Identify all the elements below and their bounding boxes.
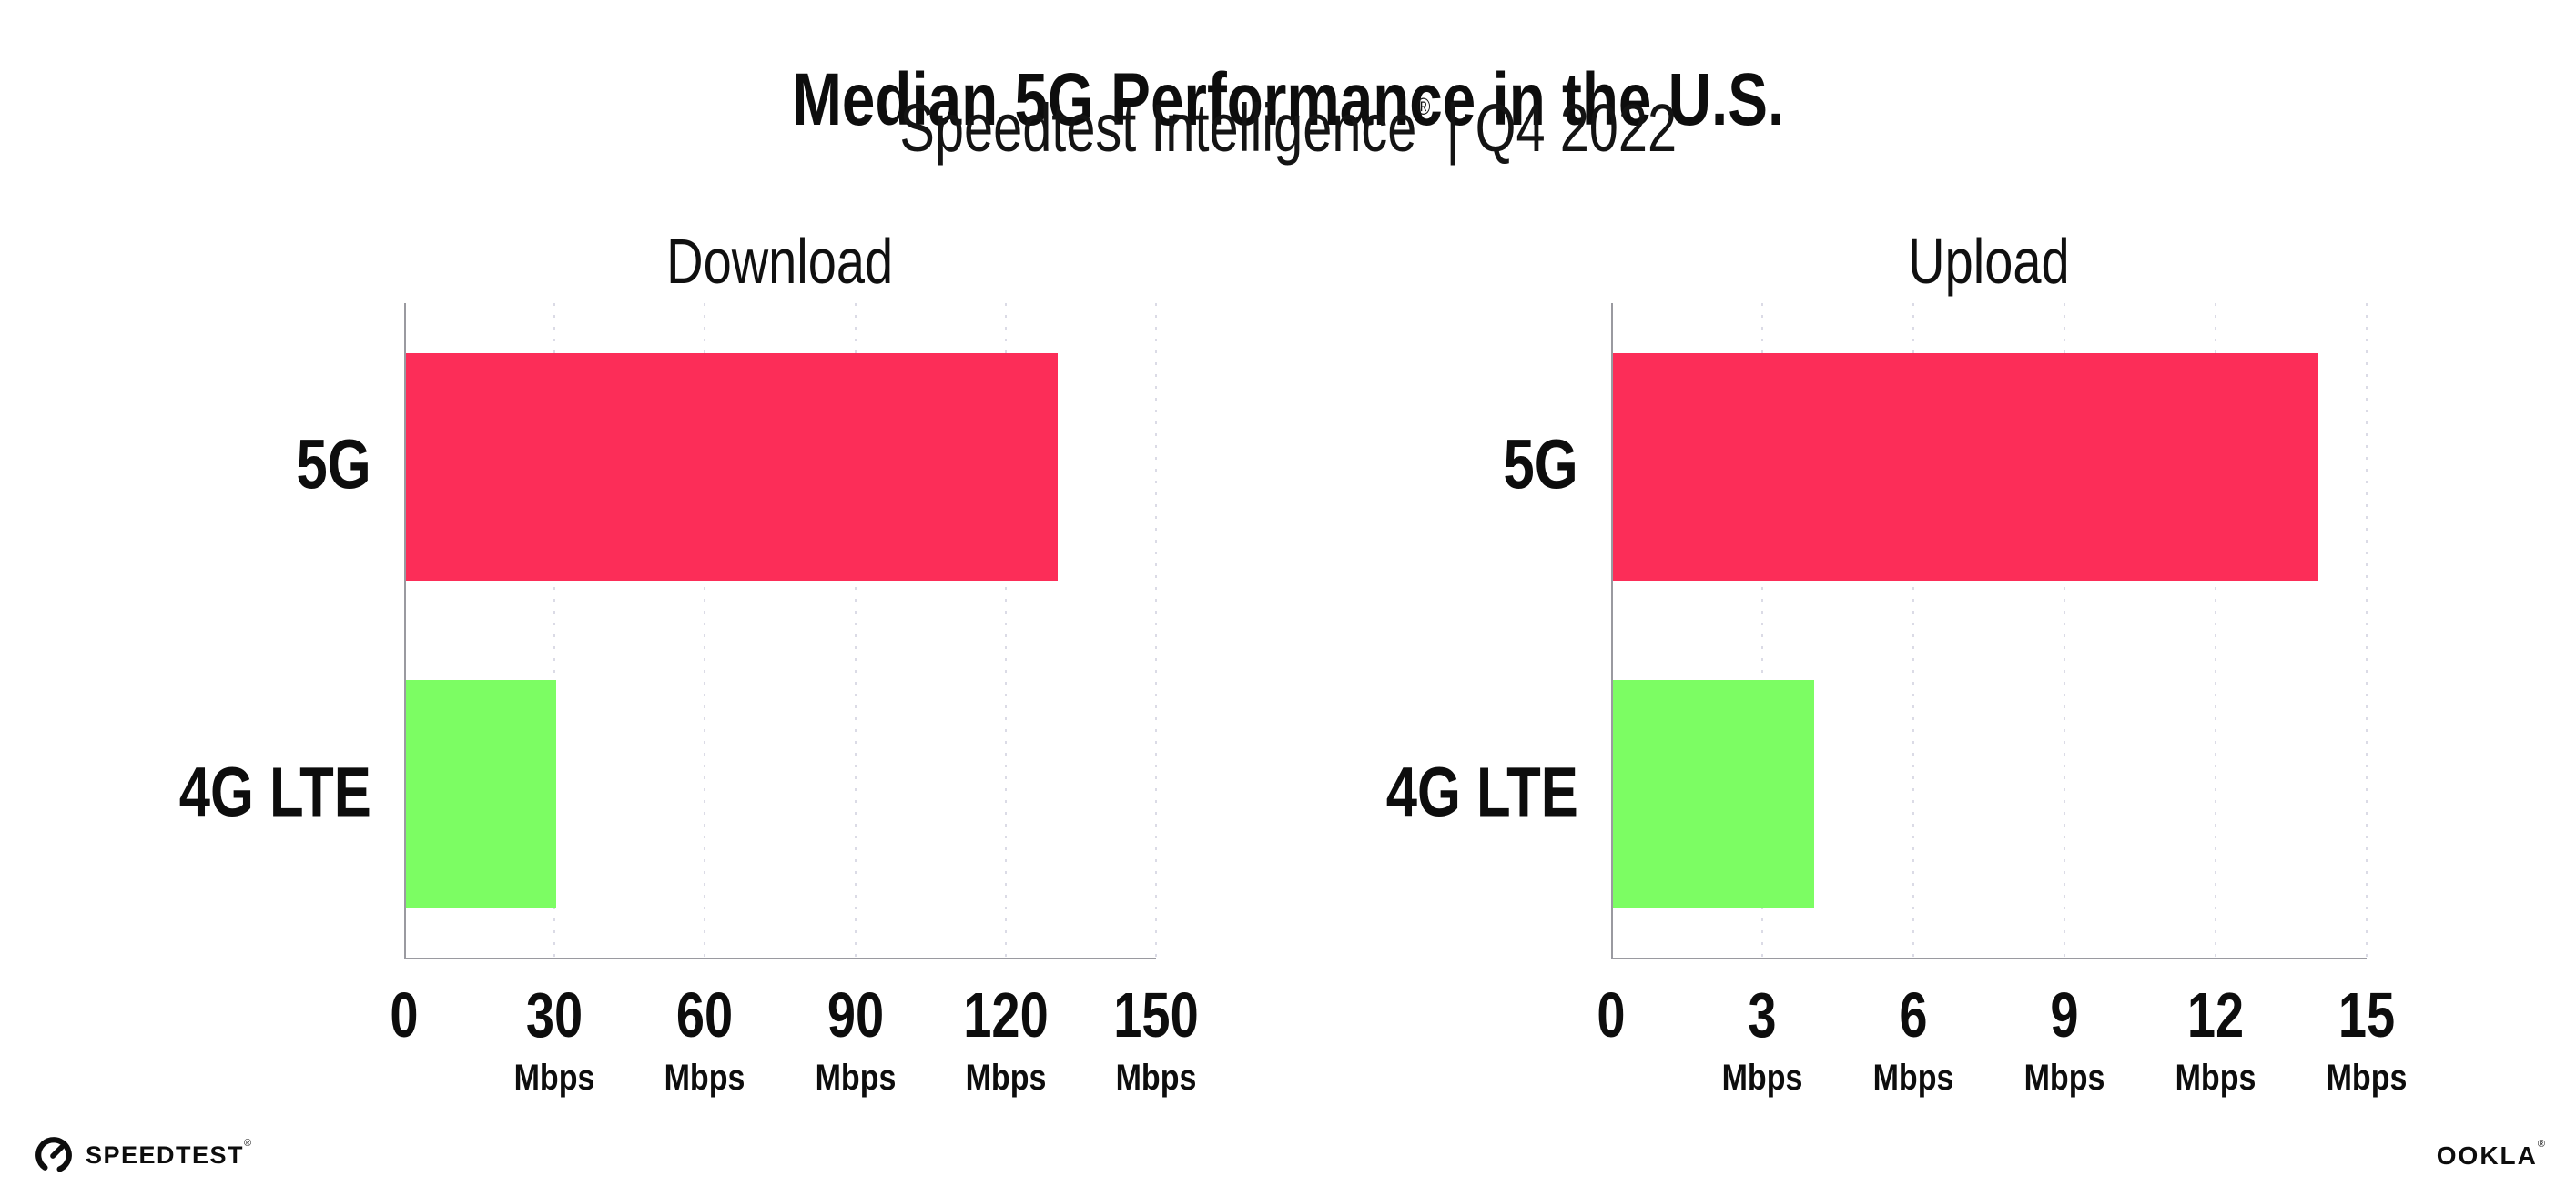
- gridline: [1004, 303, 1007, 958]
- ookla-wordmark-text: OOKLA: [2436, 1141, 2538, 1170]
- chart-title-download-text: Download: [666, 226, 894, 297]
- x-tick-unit: Mbps: [815, 1058, 896, 1098]
- x-axis-labels-download: 0 30 Mbps 60 Mbps 90 Mbps 120 Mbps 150 Mbps: [390, 983, 1198, 1129]
- x-tick: 9 Mbps: [2017, 983, 2112, 1096]
- x-tick-unit: Mbps: [1872, 1058, 1954, 1098]
- x-tick-value: 30: [526, 979, 583, 1050]
- plot-area-upload: [1611, 303, 2368, 959]
- x-tick-value: 9: [2050, 979, 2079, 1050]
- x-tick-value: 12: [2186, 979, 2245, 1050]
- x-tick-unit: Mbps: [2326, 1058, 2408, 1098]
- plot-area-download: [404, 303, 1157, 959]
- page-title: Median 5G Performance in the U.S.: [0, 57, 2576, 141]
- x-tick-value: 90: [827, 979, 884, 1050]
- x-tick-value: 60: [676, 979, 734, 1050]
- x-tick: 3 Mbps: [1715, 983, 1810, 1096]
- x-tick: 90 Mbps: [807, 983, 902, 1096]
- speedtest-logo: SPEEDTEST®: [33, 1134, 253, 1176]
- chart-title-upload-text: Upload: [1908, 226, 2070, 297]
- bar-5g: [1613, 352, 2318, 581]
- bar-4g-lte: [406, 680, 557, 908]
- x-axis-labels-upload: 0 3 Mbps 6 Mbps 9 Mbps 12 Mbps 15 Mbps: [1597, 983, 2407, 1129]
- gridline: [1912, 303, 1914, 958]
- category-label-4g-lte: 4G LTE: [1385, 753, 1578, 832]
- x-tick-value: 120: [963, 979, 1049, 1050]
- x-axis-line: [404, 958, 1156, 959]
- gridline: [2064, 303, 2065, 958]
- gridline: [2215, 303, 2216, 958]
- x-tick-unit: Mbps: [2175, 1058, 2257, 1098]
- y-axis-line: [404, 303, 406, 958]
- gridline: [704, 303, 706, 958]
- gridline: [1761, 303, 1763, 958]
- subtitle-brand: Speedtest Intelligence: [899, 90, 1417, 166]
- speedtest-wordmark: SPEEDTEST®: [86, 1138, 253, 1169]
- x-tick-value: 15: [2338, 979, 2396, 1050]
- subtitle-period: Q4 2022: [1475, 90, 1677, 166]
- x-tick: 150 Mbps: [1103, 983, 1210, 1096]
- x-tick-unit: Mbps: [1115, 1058, 1197, 1098]
- x-tick-value: 0: [390, 979, 419, 1050]
- x-tick: 12 Mbps: [2168, 983, 2263, 1096]
- page-subtitle: Speedtest Intelligence® | Q4 2022: [0, 91, 2576, 165]
- category-label-5g: 5G: [1503, 425, 1578, 504]
- speedtest-wordmark-text: SPEEDTEST: [86, 1141, 245, 1169]
- x-tick-unit: Mbps: [2023, 1058, 2105, 1098]
- x-tick: 0: [1594, 983, 1629, 1047]
- x-tick: 120 Mbps: [952, 983, 1059, 1096]
- page-title-text: Median 5G Performance in the U.S.: [792, 57, 1784, 141]
- x-tick: 15 Mbps: [2319, 983, 2414, 1096]
- category-labels-download: 5G 4G LTE: [98, 303, 371, 958]
- subtitle-separator: |: [1445, 90, 1460, 166]
- gridline: [1155, 303, 1157, 958]
- x-tick-unit: Mbps: [1721, 1058, 1803, 1098]
- registered-trademark-icon: ®: [1416, 93, 1431, 121]
- x-tick: 30 Mbps: [507, 983, 602, 1096]
- bar-5g: [406, 352, 1058, 581]
- category-labels-upload: 5G 4G LTE: [1305, 303, 1578, 958]
- x-tick-value: 6: [1899, 979, 1928, 1050]
- x-tick-value: 0: [1597, 979, 1626, 1050]
- x-tick: 6 Mbps: [1866, 983, 1961, 1096]
- x-tick-unit: Mbps: [965, 1058, 1047, 1098]
- category-label-5g: 5G: [296, 425, 371, 504]
- ookla-registered-icon: ®: [2537, 1138, 2547, 1150]
- category-label-4g-lte: 4G LTE: [178, 753, 371, 832]
- x-axis-line: [1611, 958, 2367, 959]
- gridline: [2366, 303, 2368, 958]
- speedtest-gauge-icon: [35, 1137, 72, 1173]
- x-tick-unit: Mbps: [664, 1058, 745, 1098]
- chart-title-download: Download: [404, 229, 1156, 293]
- x-tick-value: 3: [1748, 979, 1777, 1050]
- chart-title-upload: Upload: [1611, 229, 2367, 293]
- bar-4g-lte: [1613, 680, 1815, 908]
- ookla-logo: OOKLA®: [2436, 1139, 2547, 1170]
- x-tick-value: 150: [1113, 979, 1199, 1050]
- x-tick: 0: [387, 983, 422, 1047]
- gridline: [854, 303, 857, 958]
- x-tick: 60 Mbps: [657, 983, 752, 1096]
- page-subtitle-text: Speedtest Intelligence® | Q4 2022: [899, 91, 1677, 165]
- x-tick-unit: Mbps: [513, 1058, 595, 1098]
- y-axis-line: [1611, 303, 1613, 958]
- gridline: [553, 303, 556, 958]
- speedtest-registered-icon: ®: [244, 1137, 253, 1149]
